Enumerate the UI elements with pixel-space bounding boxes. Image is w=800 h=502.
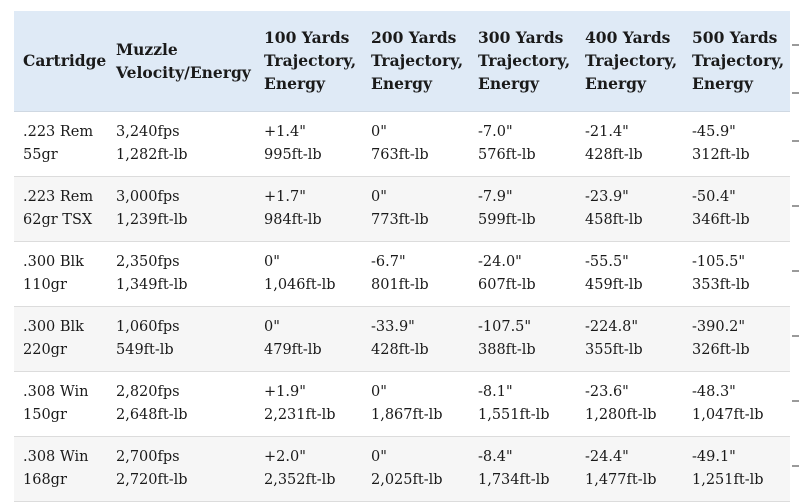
edge-mark	[792, 400, 799, 402]
cell-cartridge: .223 Rem 55gr	[23, 123, 94, 163]
table-row: .308 Win 168gr 2,700fps 2,720ft-lb +2.0" 2,…	[14, 436, 790, 501]
cell-200-yards: 0" 773ft-lb	[371, 188, 429, 228]
cell-400-yards: -21.4" 428ft-lb	[585, 123, 643, 163]
cell-muzzle: 3,000fps 1,239ft-lb	[116, 188, 188, 228]
cell-300-yards: -24.0" 607ft-lb	[478, 253, 536, 293]
cell-cartridge: .300 Blk 220gr	[23, 318, 84, 358]
cell-100-yards: +2.0" 2,352ft-lb	[264, 448, 336, 488]
cell-cartridge: .308 Win 150gr	[23, 383, 89, 423]
cell-300-yards: -107.5" 388ft-lb	[478, 318, 536, 358]
header-muzzle: Muzzle Velocity/Energy	[116, 39, 251, 82]
cell-500-yards: -50.4" 346ft-lb	[692, 188, 750, 228]
cell-300-yards: -8.4" 1,734ft-lb	[478, 448, 550, 488]
cell-cartridge: .300 Blk 110gr	[23, 253, 84, 293]
cell-400-yards: -23.9" 458ft-lb	[585, 188, 643, 228]
cell-200-yards: 0" 2,025ft-lb	[371, 448, 443, 488]
table-row: .300 Blk 220gr 1,060fps 549ft-lb 0" 479ft-l…	[14, 306, 790, 371]
cell-400-yards: -24.4" 1,477ft-lb	[585, 448, 657, 488]
cell-500-yards: -45.9" 312ft-lb	[692, 123, 750, 163]
cell-muzzle: 2,350fps 1,349ft-lb	[116, 253, 188, 293]
cell-500-yards: -390.2" 326ft-lb	[692, 318, 750, 358]
cell-100-yards: +1.7" 984ft-lb	[264, 188, 322, 228]
right-edge-strip	[790, 0, 800, 502]
cell-muzzle: 2,700fps 2,720ft-lb	[116, 448, 188, 488]
edge-mark	[792, 44, 799, 46]
cell-500-yards: -48.3" 1,047ft-lb	[692, 383, 764, 423]
header-200-yards: 200 Yards Trajectory, Energy	[371, 28, 464, 94]
table-row: .308 Win 150gr 2,820fps 2,648ft-lb +1.9" 2,…	[14, 371, 790, 436]
header-cartridge: Cartridge	[23, 51, 107, 71]
header-300-yards: 300 Yards Trajectory, Energy	[478, 28, 571, 94]
cell-100-yards: 0" 1,046ft-lb	[264, 253, 336, 293]
cell-400-yards: -55.5" 459ft-lb	[585, 253, 643, 293]
cell-muzzle: 3,240fps 1,282ft-lb	[116, 123, 188, 163]
edge-mark	[792, 270, 799, 272]
table-row: .223 Rem 62gr TSX 3,000fps 1,239ft-lb +1.7…	[14, 176, 790, 241]
edge-mark	[792, 92, 799, 94]
table-row: .300 Blk 110gr 2,350fps 1,349ft-lb 0" 1,046…	[14, 241, 790, 306]
table-row: .223 Rem 55gr 3,240fps 1,282ft-lb +1.4" 995…	[14, 111, 790, 176]
cell-100-yards: +1.4" 995ft-lb	[264, 123, 322, 163]
cell-cartridge: .223 Rem 62gr TSX	[23, 188, 94, 228]
cell-500-yards: -105.5" 353ft-lb	[692, 253, 750, 293]
cell-200-yards: -33.9" 428ft-lb	[371, 318, 429, 358]
cell-cartridge: .308 Win 168gr	[23, 448, 89, 488]
edge-mark	[792, 205, 799, 207]
table-header: Cartridge Muzzle Velocity/Energy 100 Yar…	[14, 11, 790, 111]
cell-muzzle: 1,060fps 549ft-lb	[116, 318, 180, 358]
cell-200-yards: -6.7" 801ft-lb	[371, 253, 429, 293]
ballistics-table: Cartridge Muzzle Velocity/Energy 100 Yar…	[14, 11, 790, 502]
cell-500-yards: -49.1" 1,251ft-lb	[692, 448, 764, 488]
cell-300-yards: -8.1" 1,551ft-lb	[478, 383, 550, 423]
header-row: Cartridge Muzzle Velocity/Energy 100 Yar…	[14, 11, 790, 111]
cell-300-yards: -7.9" 599ft-lb	[478, 188, 536, 228]
table-body: .223 Rem 55gr 3,240fps 1,282ft-lb +1.4" 995…	[14, 111, 790, 501]
cell-300-yards: -7.0" 576ft-lb	[478, 123, 536, 163]
cell-100-yards: +1.9" 2,231ft-lb	[264, 383, 336, 423]
header-500-yards: 500 Yards Trajectory, Energy	[692, 28, 785, 94]
cell-400-yards: -23.6" 1,280ft-lb	[585, 383, 657, 423]
edge-mark	[792, 335, 799, 337]
edge-mark	[792, 140, 799, 142]
edge-mark	[792, 465, 799, 467]
cell-200-yards: 0" 1,867ft-lb	[371, 383, 443, 423]
cell-200-yards: 0" 763ft-lb	[371, 123, 429, 163]
header-400-yards: 400 Yards Trajectory, Energy	[585, 28, 678, 94]
header-100-yards: 100 Yards Trajectory, Energy	[264, 28, 357, 94]
cell-muzzle: 2,820fps 2,648ft-lb	[116, 383, 188, 423]
cell-100-yards: 0" 479ft-lb	[264, 318, 322, 358]
cell-400-yards: -224.8" 355ft-lb	[585, 318, 643, 358]
